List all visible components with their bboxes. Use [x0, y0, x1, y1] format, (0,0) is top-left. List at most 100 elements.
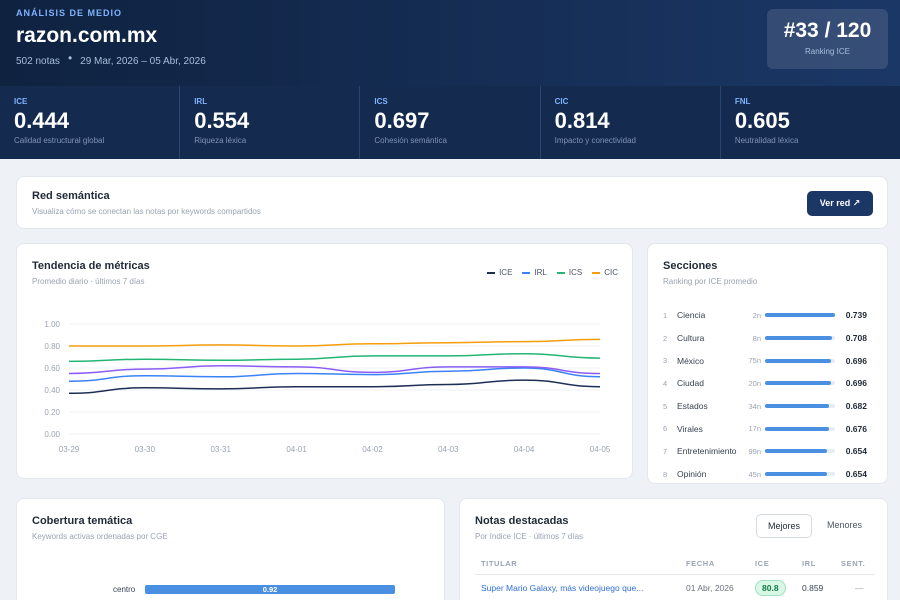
col-sent[interactable]: SENT.	[841, 559, 866, 568]
section-name: Opinión	[677, 469, 707, 480]
note-title-link[interactable]: Super Mario Galaxy, más videojuego que..…	[481, 583, 644, 593]
section-score-fill	[765, 404, 830, 409]
section-name: Virales	[677, 423, 703, 434]
legend-label: ICS	[568, 268, 583, 277]
topic-coverage-card: Cobertura temática Keywords activas orde…	[16, 498, 445, 600]
note-date: 01 Abr, 2026	[686, 583, 734, 593]
metric-code: ICE	[14, 97, 28, 106]
section-score: 0.654	[845, 446, 867, 457]
section-score-fill	[765, 426, 829, 431]
table-header: TITULAR FECHA ICE IRL SENT.	[475, 551, 874, 575]
y-tick-label: 1.00	[44, 320, 60, 329]
section-row[interactable]: 1 Ciencia 2n 0.739	[663, 304, 872, 327]
metric-value: 0.697	[374, 108, 430, 133]
section-score-bar	[765, 404, 835, 409]
metric-code: CIC	[554, 97, 569, 106]
series-line-ice[interactable]	[68, 379, 601, 395]
metric-description: Cohesión semántica	[374, 136, 447, 145]
legend-swatch	[556, 271, 565, 274]
metrics-trend-card: 0.00 0.20 0.40 0.60 0.80 1.00 03-29 03-30 03-31 0…	[16, 243, 633, 479]
metric-description: Impacto y conectividad	[554, 136, 636, 145]
metric-value: 0.814	[554, 108, 610, 133]
section-rank: 8	[663, 469, 668, 479]
section-rank: 1	[663, 310, 668, 320]
col-fecha[interactable]: FECHA	[686, 559, 715, 568]
sections-card: Secciones Ranking por ICE promedio 1 Cien…	[647, 243, 888, 484]
featured-notes-card: Notas destacadas Por índice ICE · último…	[459, 498, 888, 600]
section-row[interactable]: 7 Entretenimiento 99n 0.654	[663, 440, 872, 463]
card-title: Red semántica	[32, 190, 110, 202]
section-rank: 5	[663, 401, 668, 411]
section-row[interactable]: 3 México 75n 0.696	[663, 349, 872, 372]
keyword-value: 0.92	[262, 585, 278, 594]
section-row[interactable]: 4 Ciudad 20n 0.696	[663, 372, 872, 395]
ice-score-badge: 80.8	[755, 580, 786, 596]
card-subtitle: Promedio diario · últimos 7 días	[32, 277, 145, 286]
card-subtitle: Keywords activas ordenadas por CGE	[32, 532, 168, 541]
tab-best[interactable]: Mejores	[755, 514, 812, 538]
section-score-fill	[765, 449, 827, 454]
x-tick-label: 04-04	[514, 445, 535, 454]
irl-value: 0.859	[802, 583, 824, 593]
card-title: Tendencia de métricas	[32, 260, 150, 272]
x-tick-label: 04-01	[286, 445, 307, 454]
sentiment-value: —	[855, 583, 864, 593]
metric-fnl: FNL 0.605 Neutralidad léxica	[721, 86, 900, 159]
metric-description: Riqueza léxica	[194, 136, 247, 145]
section-row[interactable]: 2 Cultura 8n 0.708	[663, 327, 872, 350]
series-line-ics[interactable]	[68, 352, 601, 363]
col-irl[interactable]: IRL	[802, 559, 816, 568]
chart-legend: ICE IRL ICS CIC	[487, 268, 618, 277]
legend-swatch	[522, 271, 531, 274]
notes-tabs: Mejores Menores	[755, 514, 873, 538]
legend-label: IRL	[534, 268, 547, 277]
col-ice[interactable]: ICE	[755, 559, 770, 568]
series-line-extra[interactable]	[68, 365, 601, 375]
series-line-irl[interactable]	[68, 367, 601, 382]
ranking-value: #33 / 120	[783, 19, 872, 42]
metric-code: IRL	[194, 97, 208, 106]
metric-value: 0.444	[14, 108, 70, 133]
legend-swatch	[487, 271, 496, 274]
table-row[interactable]: Super Mario Galaxy, más videojuego que..…	[475, 575, 874, 600]
section-count: 45n	[748, 469, 761, 479]
site-name: razon.com.mx	[16, 24, 158, 47]
ranking-badge: #33 / 120 Ranking ICE	[767, 9, 888, 69]
legend-item-cic[interactable]: CIC	[592, 268, 618, 277]
y-tick-label: 0.60	[44, 364, 60, 373]
metric-description: Calidad estructural global	[14, 136, 105, 145]
section-count: 2n	[752, 310, 761, 320]
section-rank: 2	[663, 333, 668, 343]
section-score-fill	[765, 313, 835, 318]
x-tick-label: 03-30	[135, 445, 156, 454]
section-name: Ciencia	[677, 310, 706, 321]
section-score-bar	[765, 449, 835, 454]
section-row[interactable]: 8 Opinión 45n 0.654	[663, 463, 872, 486]
section-row[interactable]: 5 Estados 34n 0.682	[663, 395, 872, 418]
section-count: 99n	[748, 446, 761, 456]
section-score: 0.739	[845, 310, 867, 321]
col-titular[interactable]: TITULAR	[481, 559, 518, 568]
notes-count: 502 notas	[16, 56, 60, 67]
x-tick-label: 03-31	[210, 445, 231, 454]
legend-item-irl[interactable]: IRL	[522, 268, 547, 277]
y-tick-label: 0.00	[44, 430, 60, 439]
metric-value: 0.605	[734, 108, 790, 133]
tab-worst[interactable]: Menores	[826, 520, 862, 530]
y-tick-label: 0.20	[44, 408, 60, 417]
legend-item-ics[interactable]: ICS	[556, 268, 583, 277]
series-line-cic[interactable]	[69, 338, 601, 347]
metrics-strip: ICE 0.444 Calidad estructural global IRL…	[0, 86, 900, 159]
section-rank: 6	[663, 424, 668, 434]
section-score-fill	[765, 358, 831, 363]
section-score-fill	[765, 381, 831, 386]
section-score-bar	[765, 381, 835, 386]
metric-ics: ICS 0.697 Cohesión semántica	[360, 86, 541, 159]
legend-item-ice[interactable]: ICE	[487, 268, 512, 277]
view-network-button[interactable]: Ver red ↗	[807, 191, 873, 216]
legend-label: CIC	[604, 268, 618, 277]
x-tick-label: 03-29	[59, 445, 80, 454]
metric-ice: ICE 0.444 Calidad estructural global	[0, 86, 181, 159]
card-subtitle: Por índice ICE · últimos 7 días	[475, 532, 584, 541]
section-row[interactable]: 6 Virales 17n 0.676	[663, 417, 872, 440]
